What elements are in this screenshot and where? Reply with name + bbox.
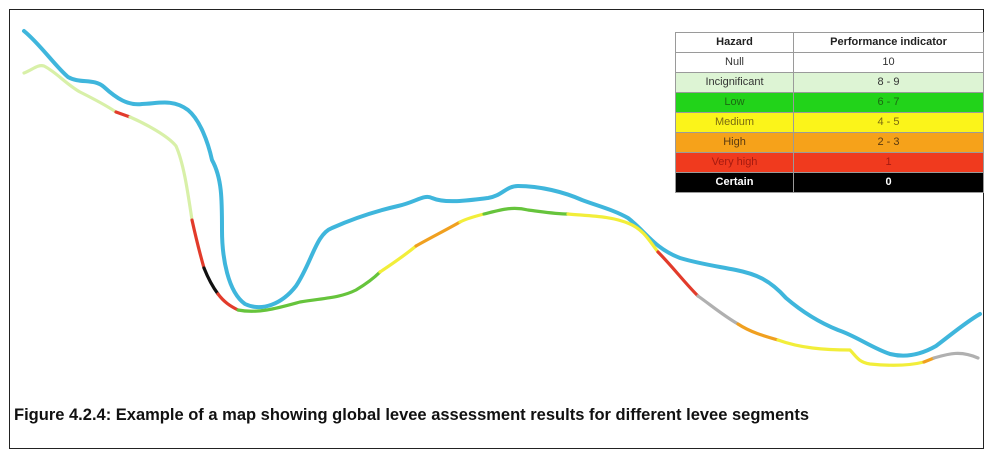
figure-caption: Figure 4.2.4: Example of a map showing g… xyxy=(14,406,810,424)
levee-segment-unassessed-1 xyxy=(696,294,740,326)
levee-segment-medium-3 xyxy=(566,212,660,254)
levee-segment-medium-1 xyxy=(378,244,418,274)
levee-line xyxy=(22,64,980,367)
legend-hazard-low: Low xyxy=(675,92,794,113)
levee-segment-very-high-3 xyxy=(216,292,240,312)
legend-row: Low 6 - 7 xyxy=(675,92,984,113)
legend-indicator-null: 10 xyxy=(793,52,984,73)
levee-segment-insignificant-2 xyxy=(128,115,194,222)
levee-segment-very-high-4 xyxy=(656,250,700,298)
legend-row: Incignificant 8 - 9 xyxy=(675,72,984,93)
hazard-legend: Hazard Performance indicator Null 10 Incig… xyxy=(675,32,984,193)
levee-segment-low-2 xyxy=(482,206,570,216)
legend-hazard-high: High xyxy=(675,132,794,153)
legend-header-performance: Performance indicator xyxy=(793,32,984,53)
legend-indicator-low: 6 - 7 xyxy=(793,92,984,113)
levee-segment-unassessed-2 xyxy=(932,351,980,360)
legend-indicator-incignificant: 8 - 9 xyxy=(793,72,984,93)
levee-segment-high-1 xyxy=(414,220,462,248)
levee-segment-low-1 xyxy=(236,270,382,313)
legend-row: Medium 4 - 5 xyxy=(675,112,984,133)
legend-body: Null 10 Incignificant 8 - 9 Low 6 - 7 Medium 4 … xyxy=(675,52,984,193)
legend-indicator-medium: 4 - 5 xyxy=(793,112,984,133)
legend-hazard-null: Null xyxy=(675,52,794,73)
levee-segment-medium-4 xyxy=(776,338,926,367)
legend-indicator-certain: 0 xyxy=(793,172,984,193)
levee-segment-high-2 xyxy=(736,322,780,342)
legend-header-row: Hazard Performance indicator xyxy=(675,32,984,53)
levee-segment-very-high-2 xyxy=(190,218,206,270)
levee-segment-certain-1 xyxy=(202,266,220,296)
legend-hazard-incignificant: Incignificant xyxy=(675,72,794,93)
levee-segment-insignificant-1 xyxy=(22,64,118,114)
legend-row: Very high 1 xyxy=(675,152,984,173)
legend-hazard-medium: Medium xyxy=(675,112,794,133)
legend-hazard-certain: Certain xyxy=(675,172,794,193)
legend-row: High 2 - 3 xyxy=(675,132,984,153)
legend-hazard-very-high: Very high xyxy=(675,152,794,173)
legend-row: Certain 0 xyxy=(675,172,984,193)
levee-segment-very-high-1 xyxy=(114,110,132,119)
legend-row: Null 10 xyxy=(675,52,984,73)
levee-segment-medium-2 xyxy=(458,212,486,224)
legend-indicator-very-high: 1 xyxy=(793,152,984,173)
legend-indicator-high: 2 - 3 xyxy=(793,132,984,153)
levee-segment-high-3 xyxy=(922,356,936,364)
legend-header-hazard: Hazard xyxy=(675,32,794,53)
river-line xyxy=(22,29,982,358)
